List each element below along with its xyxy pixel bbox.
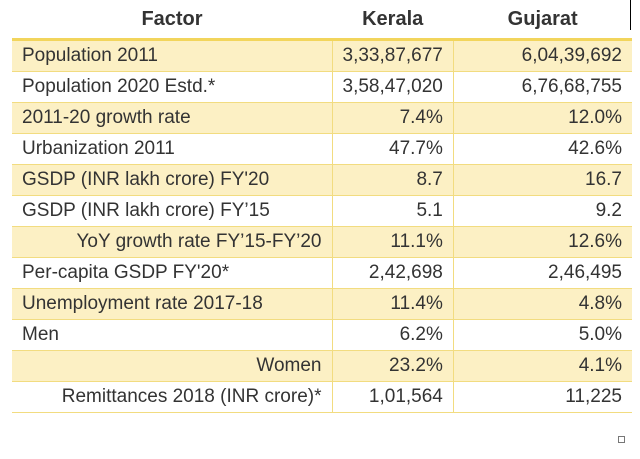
kerala-cell: 8.7 [331,164,454,196]
table-row: Unemployment rate 2017-18 11.4% 4.8% [12,288,632,320]
factor-cell: Population 2011 [12,39,332,72]
kerala-cell: 3,33,87,677 [331,39,454,72]
factor-cell: Remittances 2018 (INR crore)* [12,381,332,413]
factor-cell: Unemployment rate 2017-18 [12,288,332,320]
resize-handle[interactable] [618,436,625,443]
header-kerala: Kerala [332,0,454,41]
factor-cell: Population 2020 Estd.* [12,71,332,103]
cursor-line [630,0,631,30]
kerala-cell: 11.1% [331,226,454,258]
kerala-cell: 3,58,47,020 [331,71,454,103]
table-row: 2011-20 growth rate 7.4% 12.0% [12,102,632,134]
gujarat-cell: 16.7 [452,164,632,196]
factor-cell: Women [12,350,332,382]
kerala-cell: 2,42,698 [331,257,454,289]
table-row: Per-capita GSDP FY'20* 2,42,698 2,46,495 [12,257,632,289]
gujarat-cell: 11,225 [452,381,632,413]
gujarat-cell: 4.1% [452,350,632,382]
gujarat-cell: 12.6% [452,226,632,258]
header-row: Factor Kerala Gujarat [12,0,632,41]
table-row: YoY growth rate FY’15-FY’20 11.1% 12.6% [12,226,632,258]
table-row: GSDP (INR lakh crore) FY’15 5.1 9.2 [12,195,632,227]
header-factor: Factor [12,0,332,41]
header-gujarat: Gujarat [453,0,632,41]
gujarat-cell: 42.6% [452,133,632,165]
gujarat-cell: 5.0% [452,319,632,351]
table-row: Remittances 2018 (INR crore)* 1,01,564 11,… [12,381,632,413]
kerala-cell: 6.2% [331,319,454,351]
gujarat-cell: 2,46,495 [452,257,632,289]
kerala-cell: 23.2% [331,350,454,382]
factor-cell: Per-capita GSDP FY'20* [12,257,332,289]
kerala-cell: 47.7% [331,133,454,165]
table-row: Urbanization 2011 47.7% 42.6% [12,133,632,165]
table-row: Women 23.2% 4.1% [12,350,632,382]
factor-cell: Urbanization 2011 [12,133,332,165]
factor-cell: GSDP (INR lakh crore) FY'20 [12,164,332,196]
kerala-cell: 11.4% [331,288,454,320]
gujarat-cell: 9.2 [452,195,632,227]
gujarat-cell: 6,04,39,692 [452,39,632,72]
kerala-cell: 1,01,564 [331,381,454,413]
kerala-cell: 5.1 [331,195,454,227]
comparison-table: Factor Kerala Gujarat Population 2011 3,3… [12,0,632,413]
gujarat-cell: 12.0% [452,102,632,134]
kerala-cell: 7.4% [331,102,454,134]
table-row: Population 2020 Estd.* 3,58,47,020 6,76,68… [12,71,632,103]
factor-cell: Men [12,319,332,351]
factor-cell: GSDP (INR lakh crore) FY’15 [12,195,332,227]
table-row: GSDP (INR lakh crore) FY'20 8.7 16.7 [12,164,632,196]
factor-cell: 2011-20 growth rate [12,102,332,134]
table-row: Population 2011 3,33,87,677 6,04,39,692 [12,39,632,72]
factor-cell: YoY growth rate FY’15-FY’20 [12,226,332,258]
gujarat-cell: 4.8% [452,288,632,320]
gujarat-cell: 6,76,68,755 [452,71,632,103]
table-row: Men 6.2% 5.0% [12,319,632,351]
